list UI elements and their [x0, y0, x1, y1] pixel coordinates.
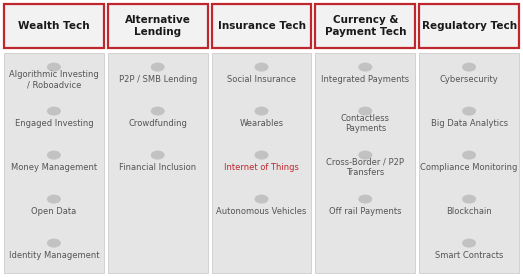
- Text: Alternative
Lending: Alternative Lending: [125, 15, 191, 37]
- Text: Identity Management: Identity Management: [9, 251, 99, 260]
- Bar: [4, 4, 104, 48]
- Ellipse shape: [358, 194, 372, 204]
- Ellipse shape: [255, 194, 268, 204]
- Ellipse shape: [358, 63, 372, 71]
- Ellipse shape: [151, 107, 165, 116]
- Text: Engaged Investing: Engaged Investing: [15, 119, 93, 128]
- Ellipse shape: [462, 107, 476, 116]
- Text: Off rail Payments: Off rail Payments: [329, 207, 402, 216]
- Text: Blockchain: Blockchain: [446, 207, 492, 216]
- Text: P2P / SMB Lending: P2P / SMB Lending: [119, 75, 197, 84]
- Ellipse shape: [358, 151, 372, 160]
- Text: Smart Contracts: Smart Contracts: [435, 251, 503, 260]
- Text: Big Data Analytics: Big Data Analytics: [430, 119, 508, 128]
- Text: Social Insurance: Social Insurance: [227, 75, 296, 84]
- Bar: [108, 53, 208, 273]
- Ellipse shape: [462, 151, 476, 160]
- Ellipse shape: [47, 194, 61, 204]
- Ellipse shape: [358, 107, 372, 116]
- Ellipse shape: [151, 151, 165, 160]
- Text: Currency &
Payment Tech: Currency & Payment Tech: [325, 15, 406, 37]
- Text: Money Management: Money Management: [11, 163, 97, 172]
- Bar: [212, 53, 311, 273]
- Ellipse shape: [47, 238, 61, 248]
- Text: Crowdfunding: Crowdfunding: [128, 119, 187, 128]
- Text: Financial Inclusion: Financial Inclusion: [119, 163, 196, 172]
- Text: Internet of Things: Internet of Things: [224, 163, 299, 172]
- Bar: [315, 4, 415, 48]
- Ellipse shape: [255, 63, 268, 71]
- Text: Integrated Payments: Integrated Payments: [321, 75, 410, 84]
- Ellipse shape: [462, 63, 476, 71]
- Ellipse shape: [255, 107, 268, 116]
- Ellipse shape: [151, 63, 165, 71]
- Bar: [4, 53, 104, 273]
- Text: Insurance Tech: Insurance Tech: [218, 21, 305, 31]
- Ellipse shape: [462, 238, 476, 248]
- Bar: [419, 53, 519, 273]
- Bar: [212, 4, 311, 48]
- Text: Wearables: Wearables: [240, 119, 283, 128]
- Bar: [315, 53, 415, 273]
- Ellipse shape: [462, 194, 476, 204]
- Text: Algorithmic Investing
/ Roboadvice: Algorithmic Investing / Roboadvice: [9, 70, 99, 89]
- Text: Wealth Tech: Wealth Tech: [18, 21, 90, 31]
- Ellipse shape: [255, 151, 268, 160]
- Text: Contactless
Payments: Contactless Payments: [341, 114, 390, 133]
- Bar: [419, 4, 519, 48]
- Text: Autonomous Vehicles: Autonomous Vehicles: [217, 207, 306, 216]
- Ellipse shape: [47, 151, 61, 160]
- Text: Regulatory Tech: Regulatory Tech: [422, 21, 517, 31]
- Text: Cybersecurity: Cybersecurity: [440, 75, 498, 84]
- Ellipse shape: [47, 107, 61, 116]
- Text: Open Data: Open Data: [31, 207, 76, 216]
- Ellipse shape: [47, 63, 61, 71]
- Bar: [108, 4, 208, 48]
- Text: Compliance Monitoring: Compliance Monitoring: [420, 163, 518, 172]
- Text: Cross-Border / P2P
Transfers: Cross-Border / P2P Transfers: [326, 158, 404, 177]
